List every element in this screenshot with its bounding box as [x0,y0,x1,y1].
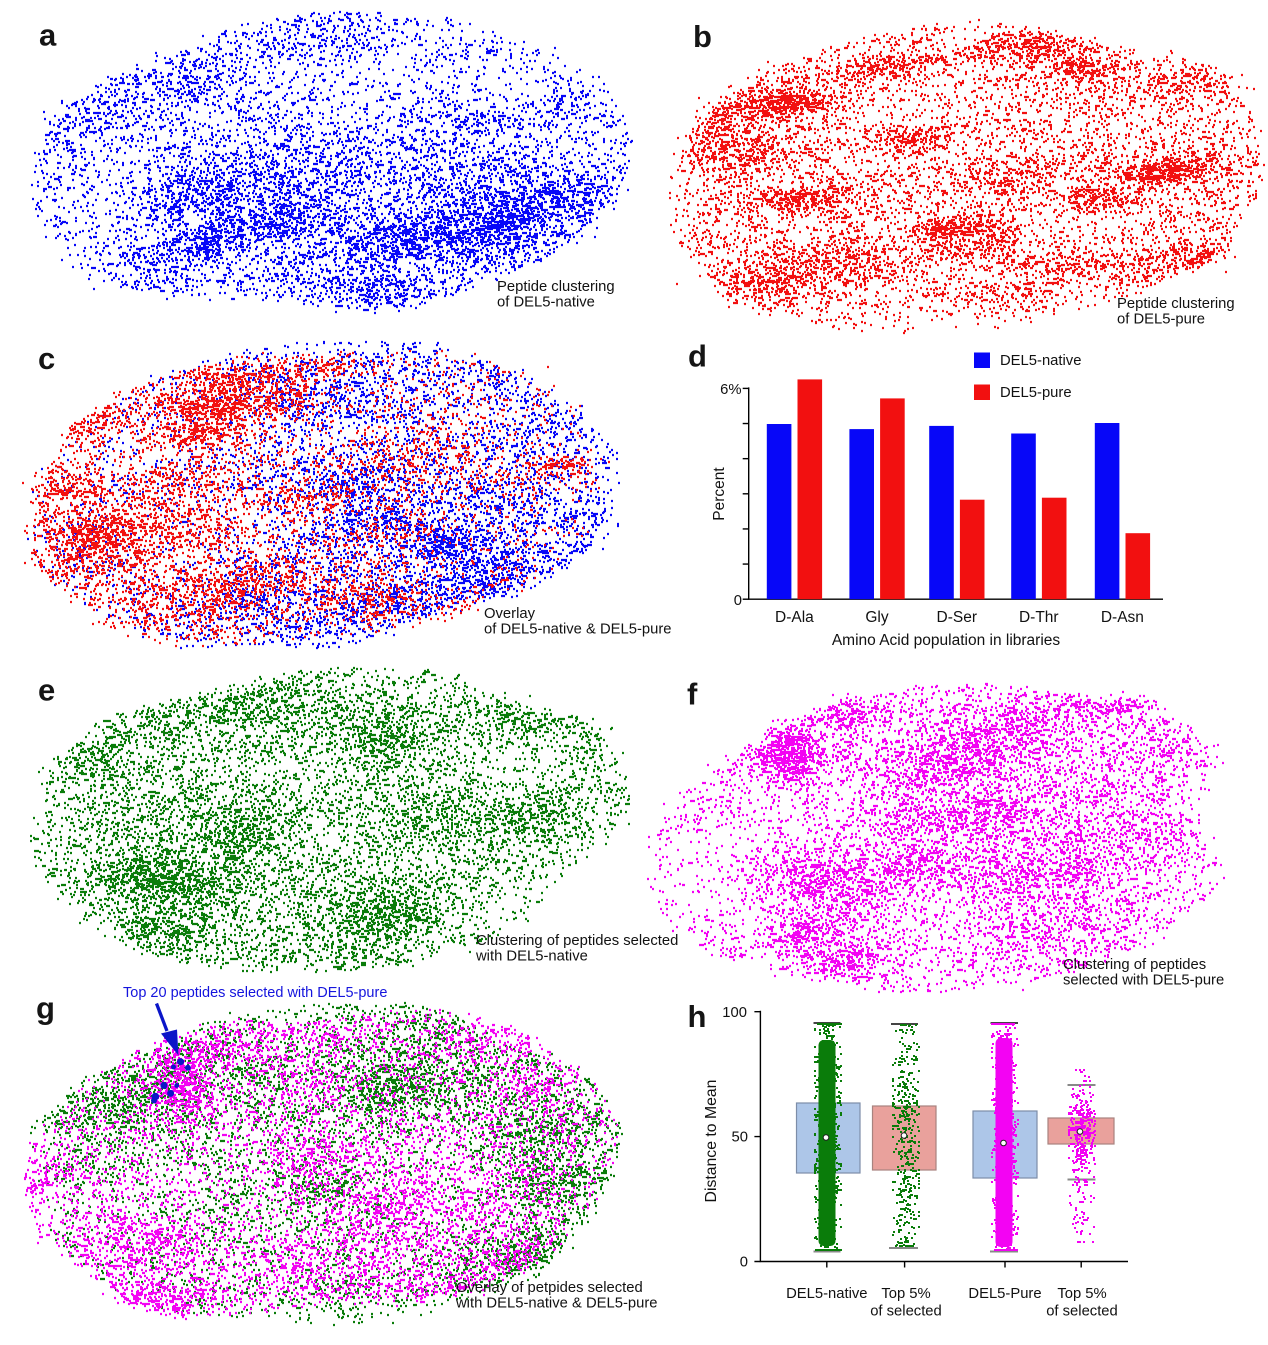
svg-text:Distance to Mean: Distance to Mean [703,1080,720,1203]
svg-text:with DEL5-native & DEL5-pure: with DEL5-native & DEL5-pure [455,1296,658,1312]
svg-text:of selected: of selected [870,1304,942,1320]
svg-text:0: 0 [740,1255,748,1271]
svg-text:DEL5-native: DEL5-native [1000,353,1081,369]
svg-text:Peptide clustering: Peptide clustering [1117,296,1235,312]
svg-text:Gly: Gly [865,609,889,626]
svg-text:DEL5-pure: DEL5-pure [1000,385,1072,401]
svg-text:of DEL5-native & DEL5-pure: of DEL5-native & DEL5-pure [484,622,672,638]
svg-text:d: d [688,339,707,374]
svg-text:Top 5%: Top 5% [881,1286,930,1302]
svg-text:of DEL5-pure: of DEL5-pure [1117,312,1205,328]
svg-text:50: 50 [732,1130,748,1146]
svg-text:D-Thr: D-Thr [1019,609,1059,626]
svg-text:Top 20 peptides selected with: Top 20 peptides selected with DEL5-pure [123,985,387,1001]
svg-text:6%: 6% [720,382,741,398]
svg-text:D-Asn: D-Asn [1101,609,1144,626]
svg-text:e: e [38,673,55,708]
svg-text:selected with DEL5-pure: selected with DEL5-pure [1063,973,1224,989]
svg-text:c: c [38,341,55,376]
svg-text:Clustering of peptides: Clustering of peptides [1063,957,1206,973]
svg-text:DEL5-Pure: DEL5-Pure [968,1286,1041,1302]
svg-text:b: b [693,19,712,54]
svg-text:Percent: Percent [711,467,728,521]
svg-text:Amino Acid population in libra: Amino Acid population in libraries [832,632,1061,649]
svg-text:DEL5-native: DEL5-native [786,1286,867,1302]
svg-text:f: f [687,677,698,712]
svg-text:Top 5%: Top 5% [1057,1286,1106,1302]
svg-text:Clustering of peptides selecte: Clustering of peptides selected [476,933,678,949]
svg-text:100: 100 [722,1005,747,1021]
svg-text:of DEL5-native: of DEL5-native [497,295,595,311]
svg-text:0: 0 [734,593,742,609]
svg-text:D-Ala: D-Ala [775,609,814,626]
svg-text:Peptide clustering: Peptide clustering [497,279,615,295]
svg-text:Overlay: Overlay [484,606,536,622]
svg-text:h: h [688,999,707,1034]
svg-text:a: a [39,18,57,53]
svg-text:D-Ser: D-Ser [937,609,977,626]
svg-text:Overlay of petpides selected: Overlay of petpides selected [456,1280,643,1296]
svg-text:g: g [36,991,55,1026]
svg-text:of selected: of selected [1046,1304,1118,1320]
svg-text:with DEL5-native: with DEL5-native [475,949,588,965]
